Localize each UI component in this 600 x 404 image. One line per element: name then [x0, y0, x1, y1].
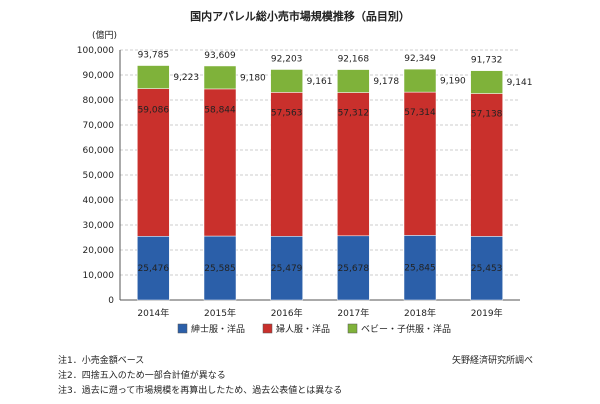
bar-segment [403, 68, 437, 93]
note-1: 注1．小売金額ベース [58, 356, 145, 366]
chart-title: 国内アパレル総小売市場規模推移（品目別） [190, 9, 410, 23]
data-label: 9,223 [173, 73, 199, 83]
data-label: 25,453 [471, 264, 503, 274]
total-label: 92,349 [404, 54, 436, 64]
data-label: 9,180 [240, 73, 266, 83]
data-label: 25,479 [271, 264, 303, 274]
bar-segment [337, 92, 370, 237]
source-note: 矢野経済研究所調べ [452, 356, 534, 366]
y-unit-label: (億円) [92, 29, 117, 41]
note-3: 注3．過去に遡って市場規模を再算出したため、過去公表値とは異なる [58, 386, 343, 396]
legend-swatch [347, 323, 358, 334]
legend-swatch [262, 323, 273, 334]
data-label: 9,161 [307, 77, 333, 87]
legend-swatch [177, 323, 188, 334]
bar-segment [403, 91, 437, 236]
data-label: 58,844 [204, 106, 236, 116]
y-tick-label: 10,000 [83, 271, 115, 281]
y-tick-label: 50,000 [83, 171, 115, 181]
data-label: 57,138 [471, 110, 503, 120]
y-tick-label: 100,000 [77, 46, 114, 56]
bar-segment [270, 69, 303, 93]
data-label: 57,314 [404, 108, 436, 118]
x-tick-label: 2014年 [137, 307, 169, 319]
note-2: 注2．四捨五入のため一部合計値が異なる [58, 371, 226, 381]
bar-segment [470, 236, 503, 301]
data-label: 9,178 [373, 77, 399, 87]
total-label: 93,785 [138, 51, 170, 61]
bar-segment [270, 236, 303, 301]
bar-segment [270, 92, 303, 237]
x-tick-label: 2015年 [204, 307, 236, 319]
bar-segment [403, 235, 437, 301]
data-label: 57,312 [338, 109, 370, 119]
data-label: 25,585 [204, 264, 236, 274]
total-label: 92,203 [271, 54, 303, 64]
data-label: 59,086 [138, 105, 170, 115]
y-tick-label: 0 [108, 296, 114, 306]
data-label: 9,141 [507, 78, 533, 88]
total-label: 91,732 [471, 56, 503, 66]
bar-segment [203, 88, 237, 237]
data-label: 57,563 [271, 109, 303, 119]
legend-label: ベビー・子供服・洋品 [361, 323, 451, 335]
x-tick-label: 2017年 [337, 307, 369, 319]
bar-segment [137, 65, 170, 89]
bar-segment [470, 70, 503, 94]
y-tick-label: 30,000 [83, 221, 115, 231]
y-tick-label: 20,000 [83, 246, 115, 256]
data-label: 25,845 [404, 264, 436, 274]
x-tick-label: 2018年 [404, 307, 436, 319]
data-label: 9,190 [440, 77, 466, 87]
x-tick-label: 2016年 [271, 307, 303, 319]
x-tick-label: 2019年 [471, 307, 503, 319]
data-label: 25,678 [338, 264, 370, 274]
bar-segment [203, 65, 237, 90]
bar-segment [337, 235, 370, 301]
total-label: 92,168 [338, 55, 370, 65]
legend-label: 婦人服・洋品 [276, 323, 330, 335]
y-tick-label: 40,000 [83, 196, 115, 206]
total-label: 93,609 [204, 51, 236, 61]
bar-segment [137, 88, 170, 237]
y-tick-label: 70,000 [83, 121, 115, 131]
data-label: 25,476 [138, 264, 170, 274]
bar-segment [203, 235, 237, 301]
y-tick-label: 80,000 [83, 96, 115, 106]
y-tick-label: 60,000 [83, 146, 115, 156]
legend-label: 紳士服・洋品 [191, 323, 245, 335]
bar-segment [337, 69, 370, 93]
y-tick-label: 90,000 [83, 71, 115, 81]
